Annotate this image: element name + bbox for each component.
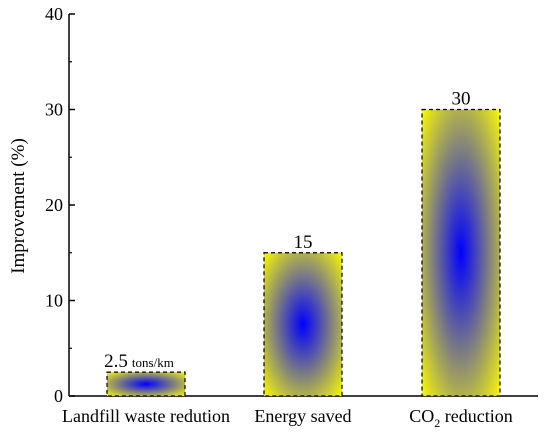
y-axis-title: Improvement (%) — [8, 138, 29, 274]
x-category-label: CO2 reduction — [409, 406, 513, 430]
y-tick-label: 0 — [54, 386, 63, 406]
y-axis: 0 10 20 30 40 — [45, 4, 75, 406]
bar-value-label: 2.5 tons/km — [104, 351, 174, 372]
bar-value-label: 15 — [294, 232, 313, 253]
bar-value-label: 30 — [452, 89, 471, 110]
bar — [106, 371, 186, 397]
x-category-label: Energy saved — [254, 406, 351, 426]
bar — [263, 252, 343, 397]
y-tick-label: 20 — [45, 195, 63, 215]
y-tick-label: 30 — [45, 100, 63, 120]
bar — [421, 108, 501, 397]
x-category-label: Landfill waste redution — [62, 406, 230, 426]
y-tick-label: 40 — [45, 4, 63, 24]
bar-value-unit: tons/km — [132, 355, 174, 370]
y-tick-label: 10 — [45, 291, 63, 311]
bars-group: 2.5 tons/km 15 30 — [104, 89, 501, 397]
